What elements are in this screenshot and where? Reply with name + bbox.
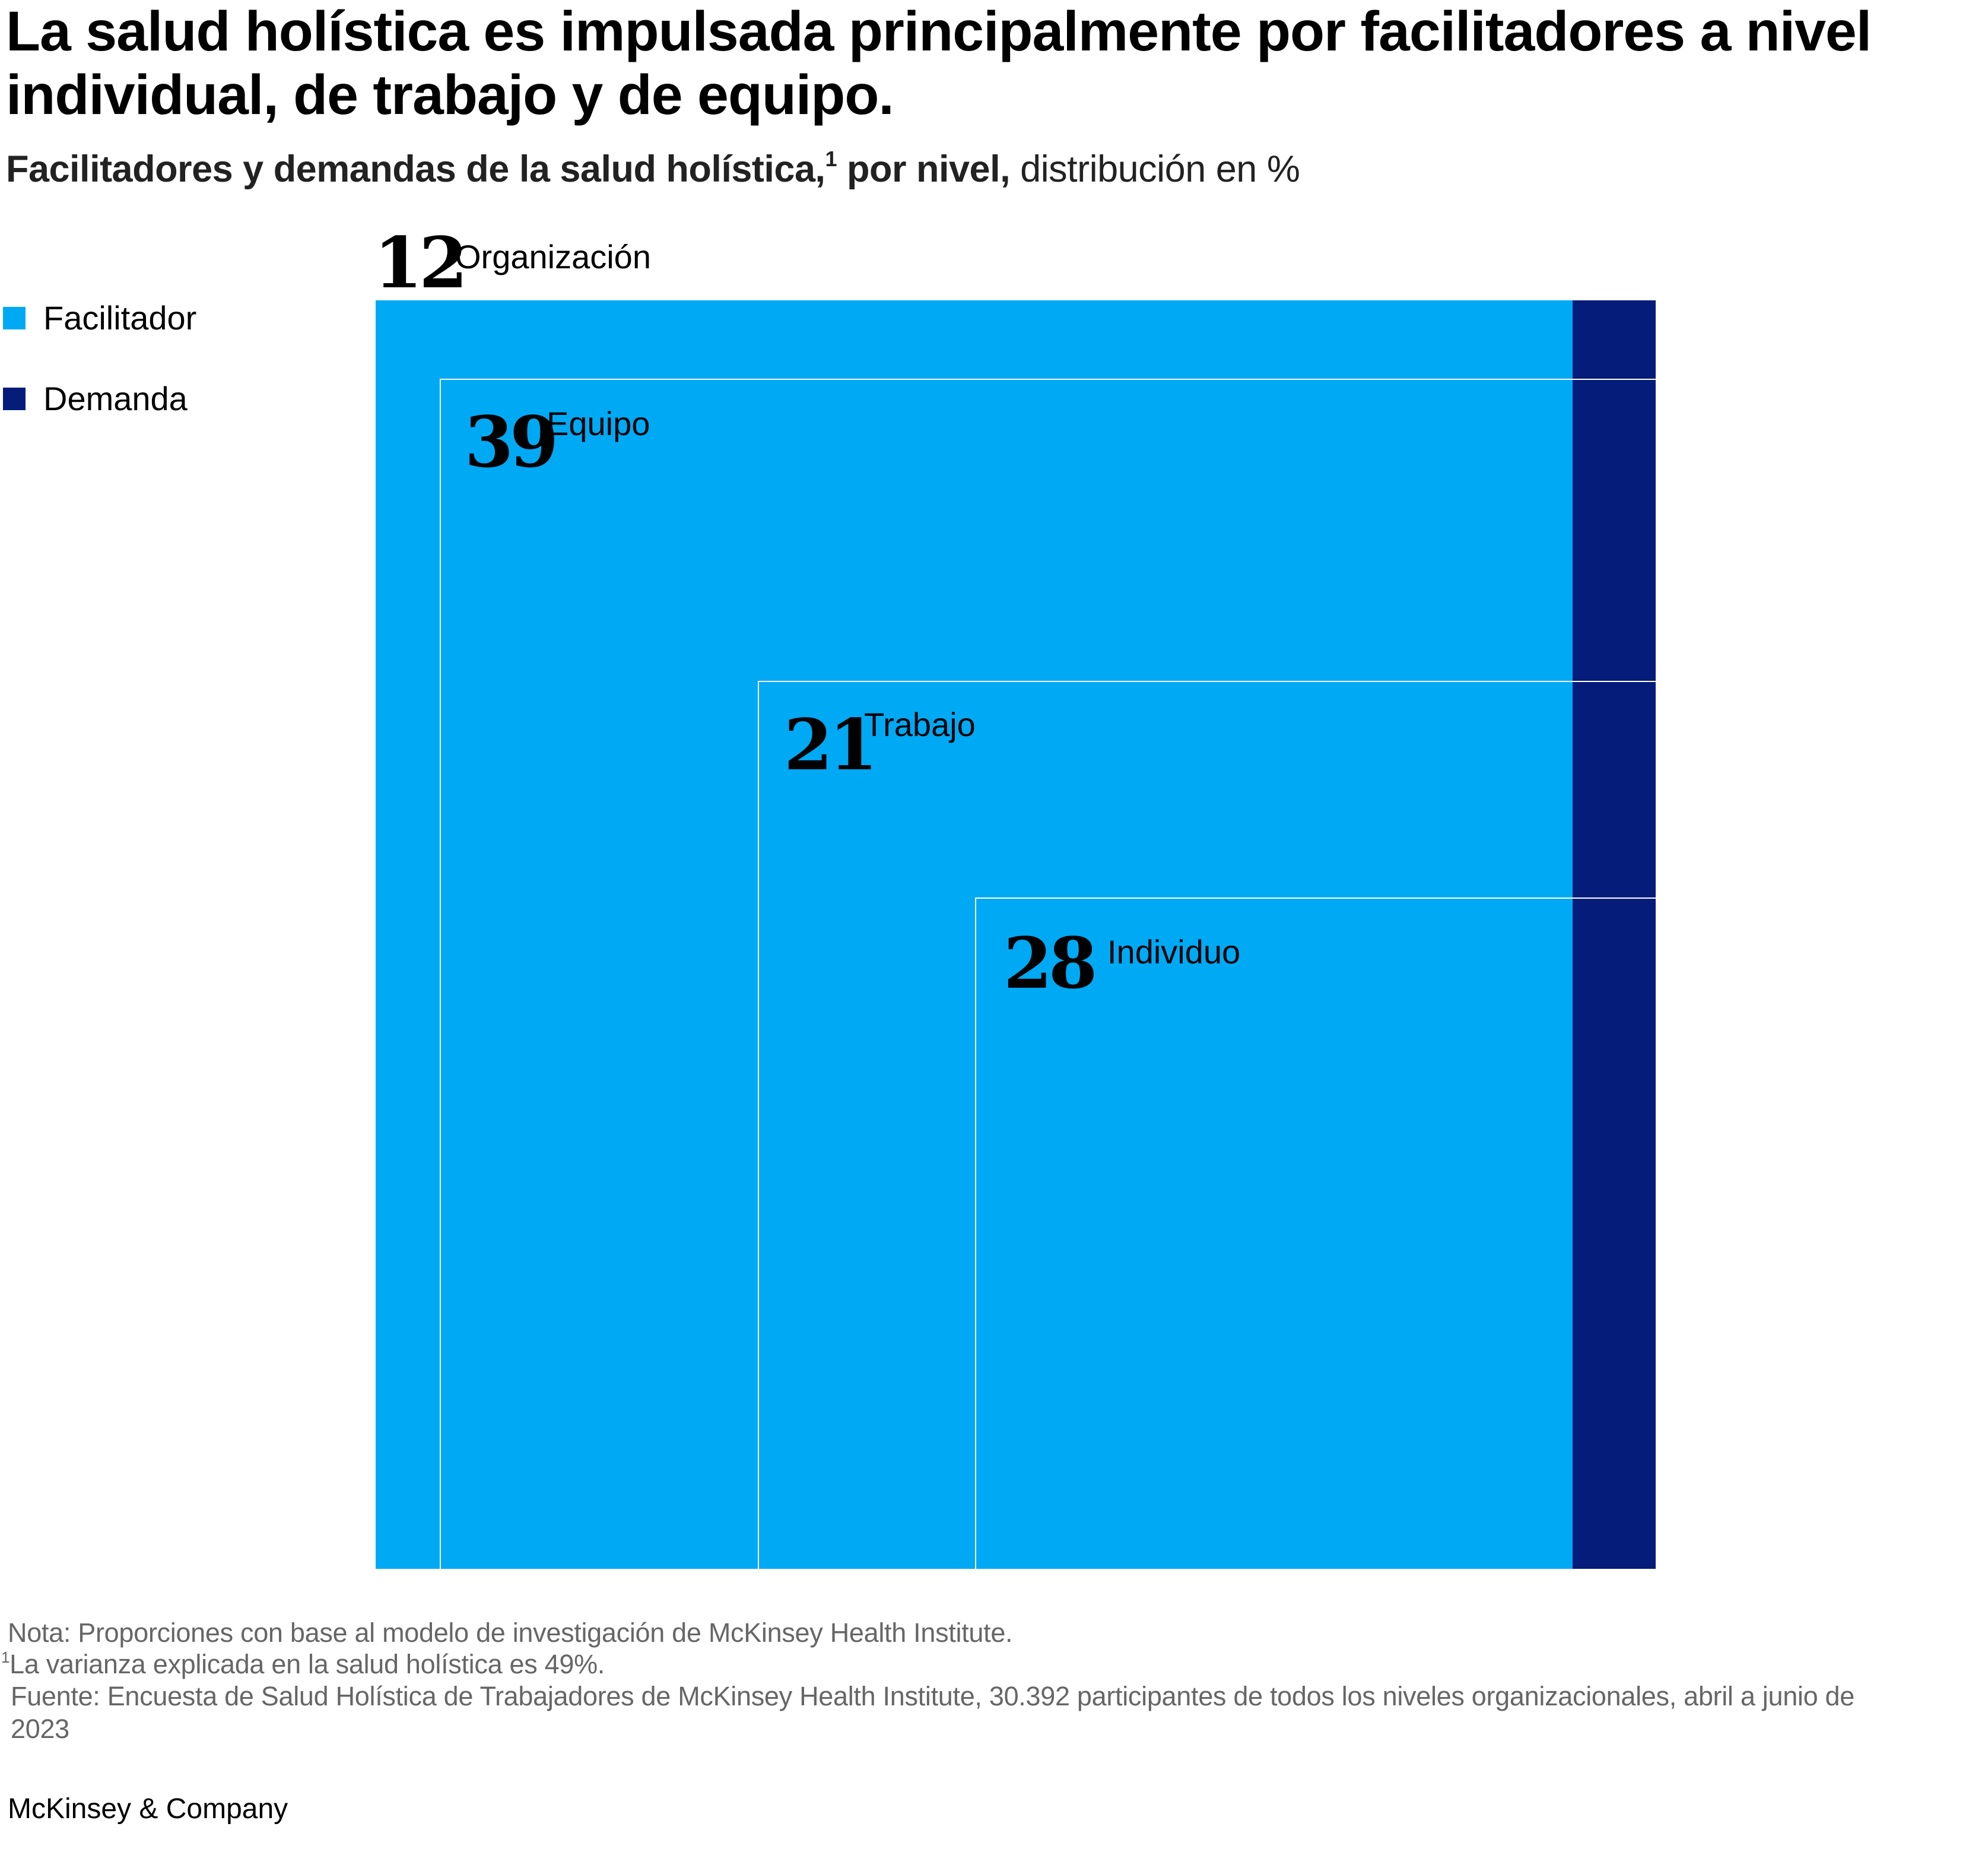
individuo-box-top-border (975, 897, 1656, 899)
legend-swatch-facilitador (3, 307, 26, 329)
equipo-box-left-border (440, 379, 441, 1569)
level-label-organizacion: Organización (455, 238, 651, 275)
chart-title: La salud holística es impulsada principa… (6, 0, 1872, 126)
trabajo-box-top-border (758, 681, 1656, 682)
level-value-individuo: 28 (1003, 922, 1097, 1004)
legend-item-facilitador: Facilitador (3, 299, 197, 337)
nested-square-chart: 39 Equipo 21 Trabajo 28 Individuo (376, 300, 1656, 1569)
individuo-box-left-border (975, 897, 976, 1569)
level-label-trabajo: Trabajo (864, 706, 976, 743)
brand-logo-text: McKinsey & Company (8, 1793, 288, 1825)
demanda-area (1573, 300, 1656, 1569)
legend-label-facilitador: Facilitador (43, 299, 197, 337)
footnote-1-text: La varianza explicada en la salud holíst… (9, 1649, 605, 1679)
trabajo-box-left-border (758, 681, 759, 1569)
subtitle-footnote-marker: 1 (825, 147, 837, 171)
facilitador-area (376, 300, 1573, 1569)
footnote-note: Nota: Proporciones con base al modelo de… (8, 1618, 1013, 1648)
level-label-equipo: Equipo (547, 405, 650, 442)
level-value-organizacion: 12 (374, 221, 468, 304)
subtitle-bold: Facilitadores y demandas de la salud hol… (6, 148, 825, 190)
footnote-source: Fuente: Encuesta de Salud Holística de T… (11, 1681, 1854, 1711)
subtitle-bold-2: por nivel, (837, 148, 1011, 190)
footnote-1-marker: 1 (1, 1648, 10, 1666)
equipo-box-top-border (440, 379, 1656, 380)
footnote-source-year: 2023 (11, 1714, 69, 1744)
subtitle-unit: distribución en % (1010, 148, 1300, 190)
level-value-trabajo: 21 (784, 703, 878, 786)
legend-swatch-demanda (3, 388, 26, 410)
legend-item-demanda: Demanda (3, 380, 188, 417)
chart-subtitle: Facilitadores y demandas de la salud hol… (6, 145, 1300, 193)
level-value-equipo: 39 (465, 401, 558, 483)
level-label-individuo: Individuo (1107, 933, 1241, 971)
legend-label-demanda: Demanda (43, 380, 188, 417)
footnote-1: 1La varianza explicada en la salud holís… (1, 1648, 605, 1680)
